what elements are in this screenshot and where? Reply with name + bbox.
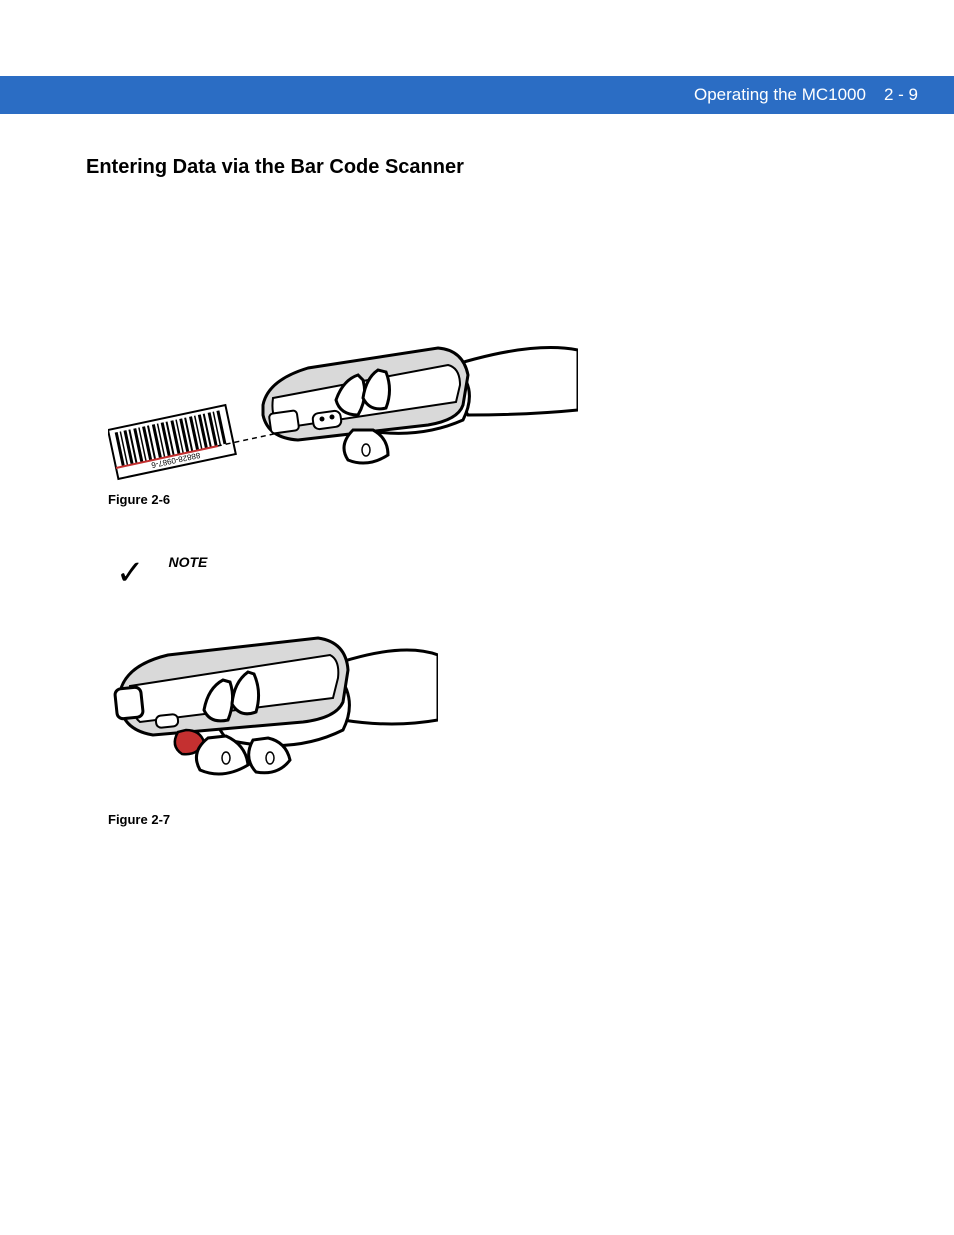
page-header-bar: Operating the MC1000 2 - 9	[0, 76, 954, 114]
section-heading: Entering Data via the Bar Code Scanner	[86, 156, 464, 179]
document-page: Operating the MC1000 2 - 9 Entering Data…	[0, 0, 954, 1235]
figure-2-6: 88828-0987-6	[108, 320, 578, 500]
header-page-number: 2 - 9	[884, 85, 918, 105]
scanner-barcode-illustration: 88828-0987-6	[108, 320, 578, 500]
note-callout: ✓ NOTE	[116, 552, 207, 586]
header-section-title: Operating the MC1000	[694, 85, 866, 105]
figure-2-7	[108, 620, 438, 800]
scanner-trigger-illustration	[108, 620, 438, 800]
figure-2-6-caption: Figure 2-6	[108, 492, 170, 507]
figure-2-7-caption: Figure 2-7	[108, 812, 170, 827]
note-label: NOTE	[169, 554, 208, 570]
checkmark-icon: ✓	[116, 556, 145, 590]
